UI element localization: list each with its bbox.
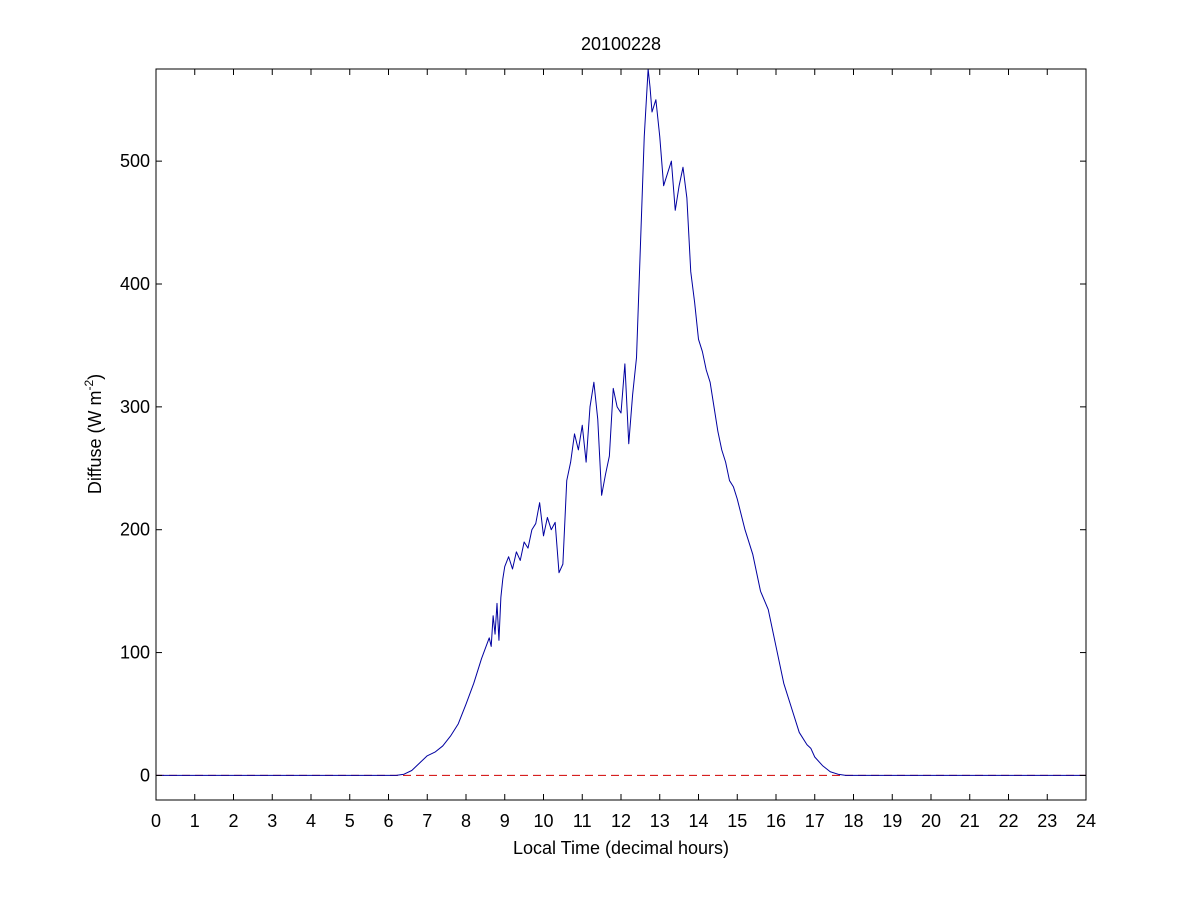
x-tick-label: 6 xyxy=(383,811,393,831)
x-tick-label: 20 xyxy=(921,811,941,831)
x-tick-label: 11 xyxy=(573,811,592,831)
x-tick-label: 2 xyxy=(228,811,238,831)
y-axis-label-close: ) xyxy=(85,374,105,380)
y-tick-label: 400 xyxy=(120,274,150,294)
x-tick-label: 24 xyxy=(1076,811,1096,831)
x-axis-label: Local Time (decimal hours) xyxy=(513,838,729,858)
x-tick-label: 3 xyxy=(267,811,277,831)
y-tick-label: 300 xyxy=(120,397,150,417)
series-layer xyxy=(156,68,1086,776)
y-axis-label: Diffuse (W m-2) xyxy=(82,374,105,494)
y-axis-label-superscript: -2 xyxy=(82,379,96,390)
x-tick-label: 7 xyxy=(422,811,432,831)
x-tick-label: 22 xyxy=(998,811,1018,831)
x-tick-label: 18 xyxy=(843,811,863,831)
plot-area xyxy=(156,69,1086,800)
chart-title: 20100228 xyxy=(581,34,661,54)
x-tick-label: 12 xyxy=(611,811,631,831)
x-tick-label: 0 xyxy=(151,811,161,831)
x-tick-label: 15 xyxy=(727,811,747,831)
x-tick-label: 13 xyxy=(650,811,670,831)
y-tick-label: 500 xyxy=(120,151,150,171)
y-tick-label: 200 xyxy=(120,520,150,540)
x-tick-label: 8 xyxy=(461,811,471,831)
x-tick-label: 4 xyxy=(306,811,316,831)
tick-layer: 0 1 2 3 4 5 6 7 8 9 10 11 12 13 14 15 16 17 18 19 20 21 22 23 24… xyxy=(120,69,1096,831)
x-tick-label: 5 xyxy=(345,811,355,831)
x-tick-label: 19 xyxy=(882,811,902,831)
x-tick-label: 1 xyxy=(190,811,200,831)
diffuse-series-line xyxy=(156,68,1086,776)
x-tick-label: 10 xyxy=(533,811,553,831)
x-tick-label: 9 xyxy=(500,811,510,831)
x-tick-label: 21 xyxy=(960,811,980,831)
y-tick-label: 100 xyxy=(120,643,150,663)
x-tick-label: 23 xyxy=(1037,811,1057,831)
y-tick-label: 0 xyxy=(140,765,150,785)
x-tick-label: 14 xyxy=(688,811,708,831)
y-axis-label-base: Diffuse (W m xyxy=(85,390,105,494)
x-tick-label: 16 xyxy=(766,811,786,831)
x-tick-label: 17 xyxy=(805,811,825,831)
